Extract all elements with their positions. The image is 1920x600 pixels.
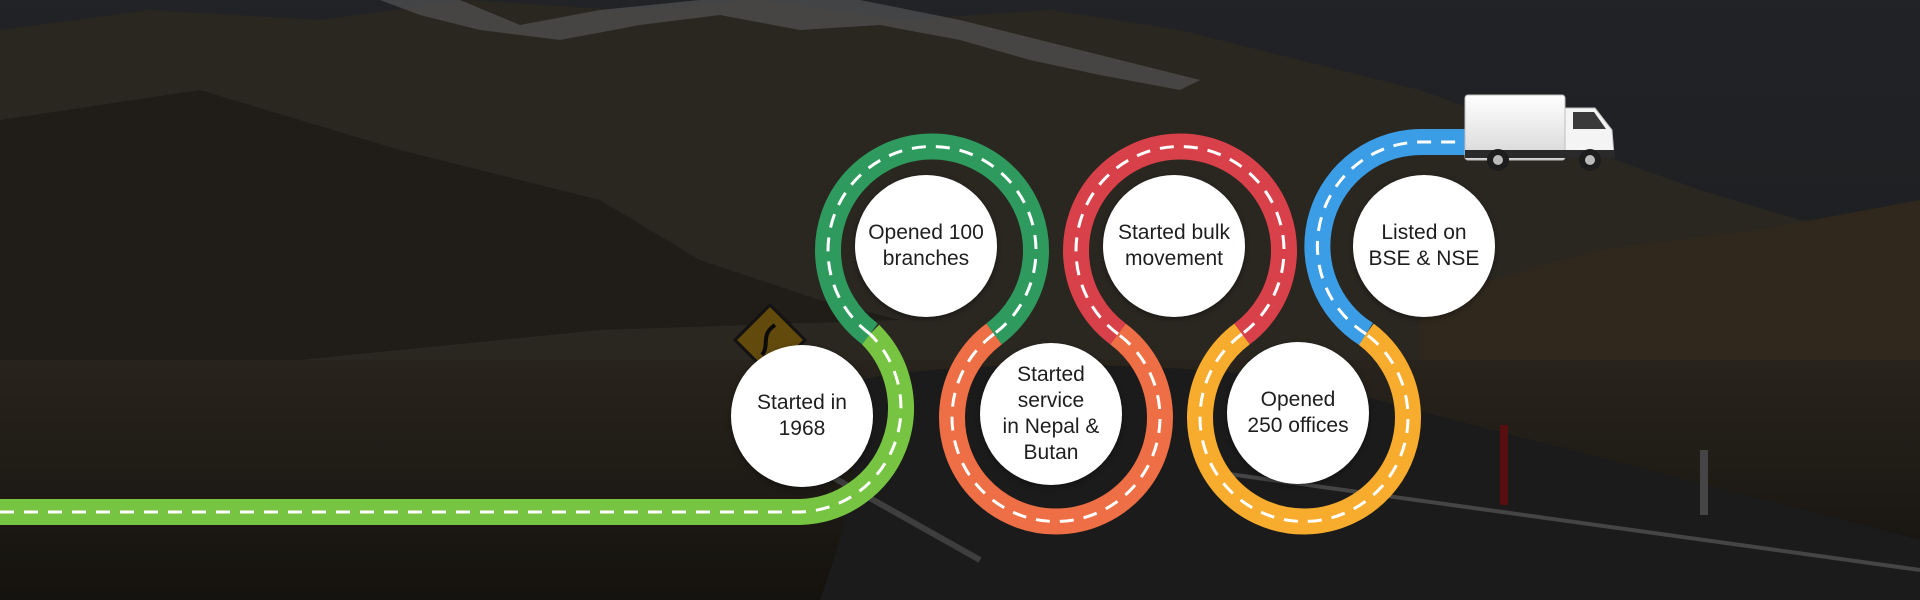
milestone-started-1968: Started in 1968 [731,345,873,487]
road-segment-loop-1-dash [826,145,1038,336]
road-segment-end [1304,128,1480,345]
milestone-bulk-movement: Started bulk movement [1103,175,1245,317]
milestone-text: Started service in Nepal & Butan [1002,363,1100,464]
road-segment-start-dash [0,332,903,514]
milestone-nepal-butan: Started service in Nepal & Butan [980,343,1122,485]
milestone-text: Opened 100 branches [868,221,984,270]
road-segment-loop-4-dash [1198,332,1410,523]
milestone-text: Listed on BSE & NSE [1368,221,1480,270]
timeline-road-dashes [0,140,1480,523]
truck-icon [1464,94,1615,171]
milestone-bse-nse: Listed on BSE & NSE [1353,175,1495,317]
road-segment-loop-2-dash [950,332,1162,523]
milestone-text: Opened 250 offices [1247,388,1349,437]
milestone-text: Started in 1968 [757,391,847,440]
road-segment-loop-3-dash [1074,145,1286,336]
milestone-100-branches: Opened 100 branches [855,175,997,317]
milestone-250-offices: Opened 250 offices [1227,342,1369,484]
milestone-text: Started bulk movement [1117,221,1231,270]
